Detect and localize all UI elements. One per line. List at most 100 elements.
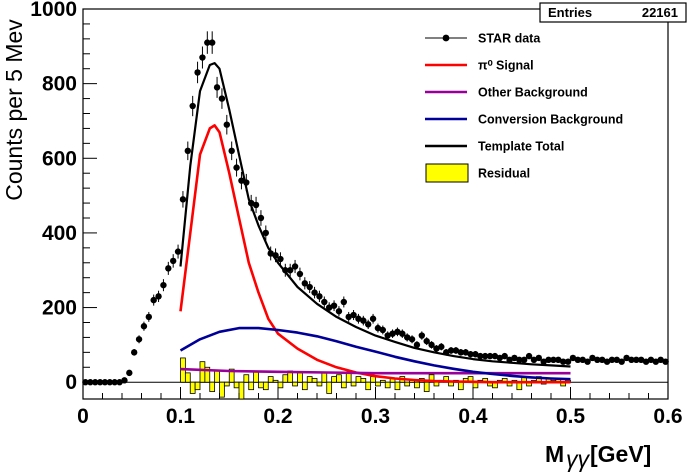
data-point <box>408 336 416 343</box>
stats-value: 22161 <box>642 5 678 20</box>
data-point <box>218 95 226 102</box>
data-point <box>506 356 513 364</box>
svg-text:[GeV]: [GeV] <box>590 441 651 467</box>
data-point <box>403 334 411 341</box>
data-point <box>472 351 479 358</box>
data-point <box>296 270 304 278</box>
data-point <box>355 315 362 322</box>
data-point <box>140 323 148 330</box>
data-point <box>613 356 621 364</box>
legend: STAR data π⁰ Signal Other Background Conver… <box>425 32 623 183</box>
data-point <box>618 358 625 365</box>
data-point <box>150 296 157 304</box>
data-point <box>633 356 640 364</box>
legend-label: Template Total <box>478 140 564 154</box>
data-point <box>637 356 645 364</box>
data-point <box>325 304 333 311</box>
data-point <box>603 358 611 365</box>
data-point <box>243 179 250 186</box>
residual-bar <box>238 381 245 400</box>
residual-bar <box>370 376 376 383</box>
data-point <box>301 280 309 287</box>
data-point <box>516 356 523 364</box>
data-point <box>530 356 538 364</box>
residual-bar <box>379 379 386 383</box>
residual-bar <box>292 381 298 387</box>
data-point <box>389 330 396 337</box>
data-point <box>306 283 313 291</box>
data-point <box>228 147 235 155</box>
curve-template-total <box>179 62 571 368</box>
data-point <box>189 102 196 110</box>
residual-bar <box>350 381 357 387</box>
x-tick-label: 0.2 <box>263 405 292 428</box>
residual-bar <box>233 381 240 389</box>
y-tick-label: 200 <box>42 297 77 320</box>
data-point <box>447 347 455 354</box>
data-point <box>594 356 601 364</box>
legend-entry-template-total: Template Total <box>425 140 564 154</box>
legend-entry-signal: π⁰ Signal <box>425 59 534 73</box>
data-point <box>486 352 494 360</box>
residual-bar <box>262 381 269 391</box>
x-tick-label: 0.6 <box>653 405 682 428</box>
svg-text:M: M <box>545 441 564 467</box>
residual-bar <box>306 376 313 383</box>
data-point <box>145 313 153 321</box>
data-point <box>467 351 474 358</box>
data-point <box>550 356 557 364</box>
data-point <box>584 358 591 365</box>
residual-bar <box>277 381 284 389</box>
data-point <box>208 39 216 46</box>
data-point <box>598 356 606 364</box>
data-point <box>662 358 669 365</box>
data-point <box>564 358 572 365</box>
data-point <box>477 352 484 360</box>
legend-entry-star-data: STAR data <box>425 32 541 46</box>
data-point <box>111 379 118 386</box>
data-point <box>579 356 586 364</box>
data-point <box>106 379 114 386</box>
residual-bar <box>272 379 279 383</box>
data-point <box>608 356 616 364</box>
data-point <box>179 196 187 203</box>
data-point <box>433 345 440 352</box>
residual-bar <box>248 381 255 391</box>
data-point <box>213 84 221 91</box>
data-point <box>462 349 469 356</box>
data-point <box>364 321 372 328</box>
data-point <box>559 358 567 365</box>
data-point <box>520 356 528 364</box>
residual-bar <box>194 381 201 391</box>
data-point <box>642 358 650 365</box>
residual-bar <box>214 370 220 383</box>
data-point <box>418 332 426 339</box>
x-axis-title: M γγ [GeV] <box>545 441 651 472</box>
legend-entry-conversion-background: Conversion Background <box>425 113 623 127</box>
residual-bar <box>189 381 196 394</box>
x-tick-label: 0.1 <box>166 405 196 428</box>
data-point <box>394 328 401 336</box>
curve-signal <box>179 124 571 384</box>
data-point <box>555 356 562 364</box>
residual-bar <box>345 372 352 383</box>
residual-bar <box>423 381 430 392</box>
residual-bar <box>404 381 411 387</box>
data-point <box>194 69 201 76</box>
data-point <box>252 201 260 209</box>
legend-label: π⁰ Signal <box>478 59 534 73</box>
data-point <box>267 250 274 257</box>
data-point <box>569 354 577 362</box>
residual-bar <box>414 381 420 389</box>
data-point <box>589 354 596 362</box>
data-point <box>277 255 284 263</box>
data-point <box>379 326 387 334</box>
residual-bar <box>360 378 367 383</box>
data-point <box>442 349 450 356</box>
data-point <box>652 358 660 365</box>
x-tick-label: 0.3 <box>361 405 390 428</box>
residual-bar <box>340 381 347 389</box>
x-tick-label: 0 <box>77 405 89 428</box>
residual-bar <box>331 376 337 383</box>
data-point <box>335 308 343 315</box>
